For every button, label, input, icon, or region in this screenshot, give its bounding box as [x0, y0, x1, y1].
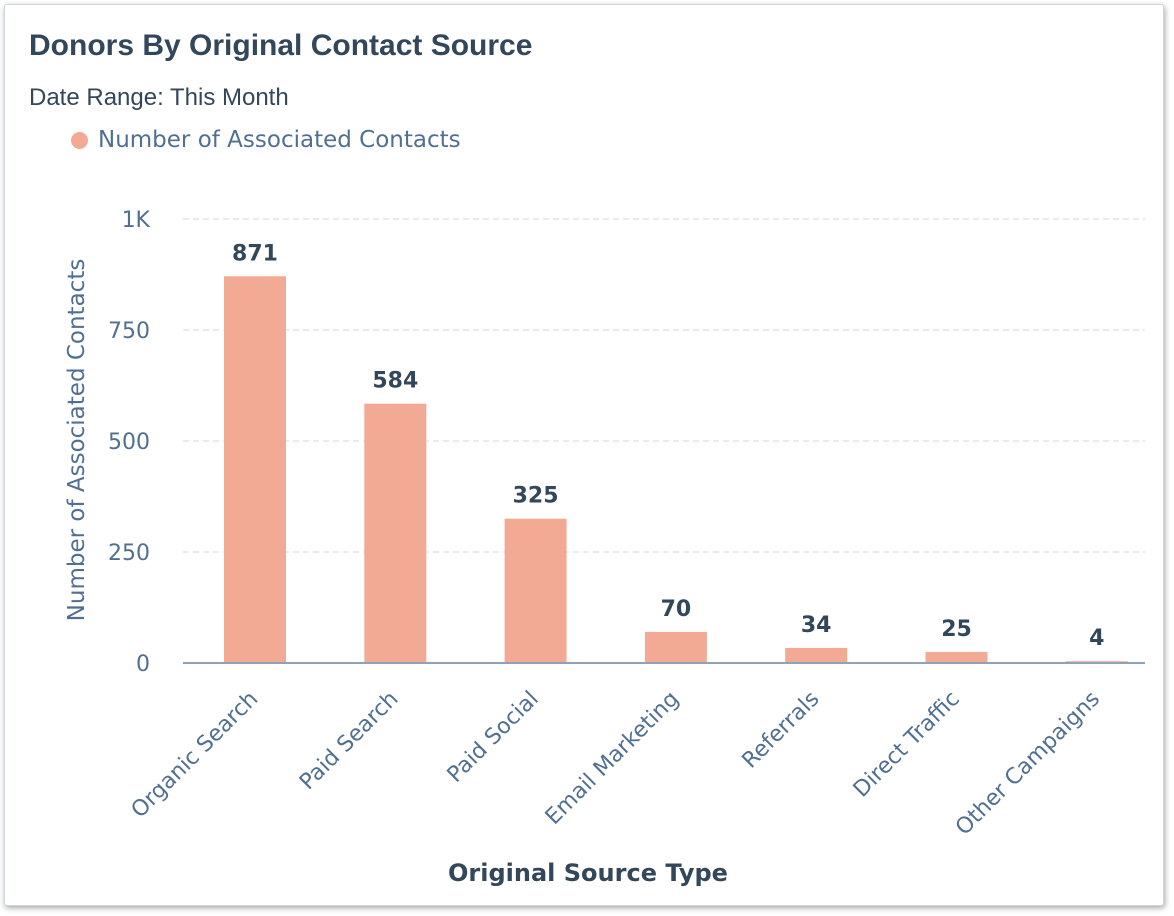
x-axis-ticks: Organic Search Paid Search Paid SocialEmai… [127, 687, 1105, 841]
y-tick-label: 500 [108, 430, 150, 455]
y-tick-label: 1K [122, 208, 151, 233]
bar[interactable] [504, 518, 567, 663]
date-range-label: Date Range: This Month [29, 84, 289, 111]
chart-title: Donors By Original Contact Source [29, 29, 533, 62]
x-tick-label: Direct Traffic [849, 687, 965, 803]
bar[interactable] [925, 651, 988, 663]
data-label: 34 [801, 613, 832, 638]
bars [224, 276, 1128, 663]
bar[interactable] [644, 631, 707, 663]
data-label: 584 [372, 369, 418, 394]
data-label: 70 [661, 597, 692, 622]
x-tick-label: Paid Social [443, 687, 544, 788]
x-tick-label: Referrals [738, 687, 825, 774]
gridlines [183, 218, 1145, 553]
y-axis-ticks: 0 250 500 750 1K [108, 208, 151, 677]
x-tick-label: Organic Search [127, 687, 264, 824]
x-tick-label: Other Campaigns [951, 687, 1105, 841]
chart-legend[interactable]: Number of Associated Contacts [71, 127, 461, 153]
bar[interactable] [364, 403, 427, 663]
bar[interactable] [785, 647, 848, 663]
legend-label: Number of Associated Contacts [98, 127, 461, 153]
report-card: Donors By Original Contact Source Date R… [4, 4, 1164, 906]
legend-swatch [71, 131, 88, 149]
y-tick-label: 0 [136, 652, 150, 677]
data-label: 325 [513, 484, 559, 509]
bar[interactable] [224, 276, 286, 663]
x-tick-label: Email Marketing [541, 687, 684, 830]
y-tick-label: 250 [108, 541, 150, 566]
data-labels: 871 584 325 70 34 25 4 [232, 241, 1104, 651]
x-tick-label: Paid Search [295, 687, 403, 795]
data-label: 871 [232, 241, 278, 266]
y-tick-label: 750 [108, 319, 150, 344]
y-axis-title: Number of Associated Contacts [64, 259, 90, 622]
x-axis-title: Original Source Type [448, 859, 728, 887]
data-label: 25 [941, 617, 972, 642]
data-label: 4 [1089, 626, 1104, 651]
